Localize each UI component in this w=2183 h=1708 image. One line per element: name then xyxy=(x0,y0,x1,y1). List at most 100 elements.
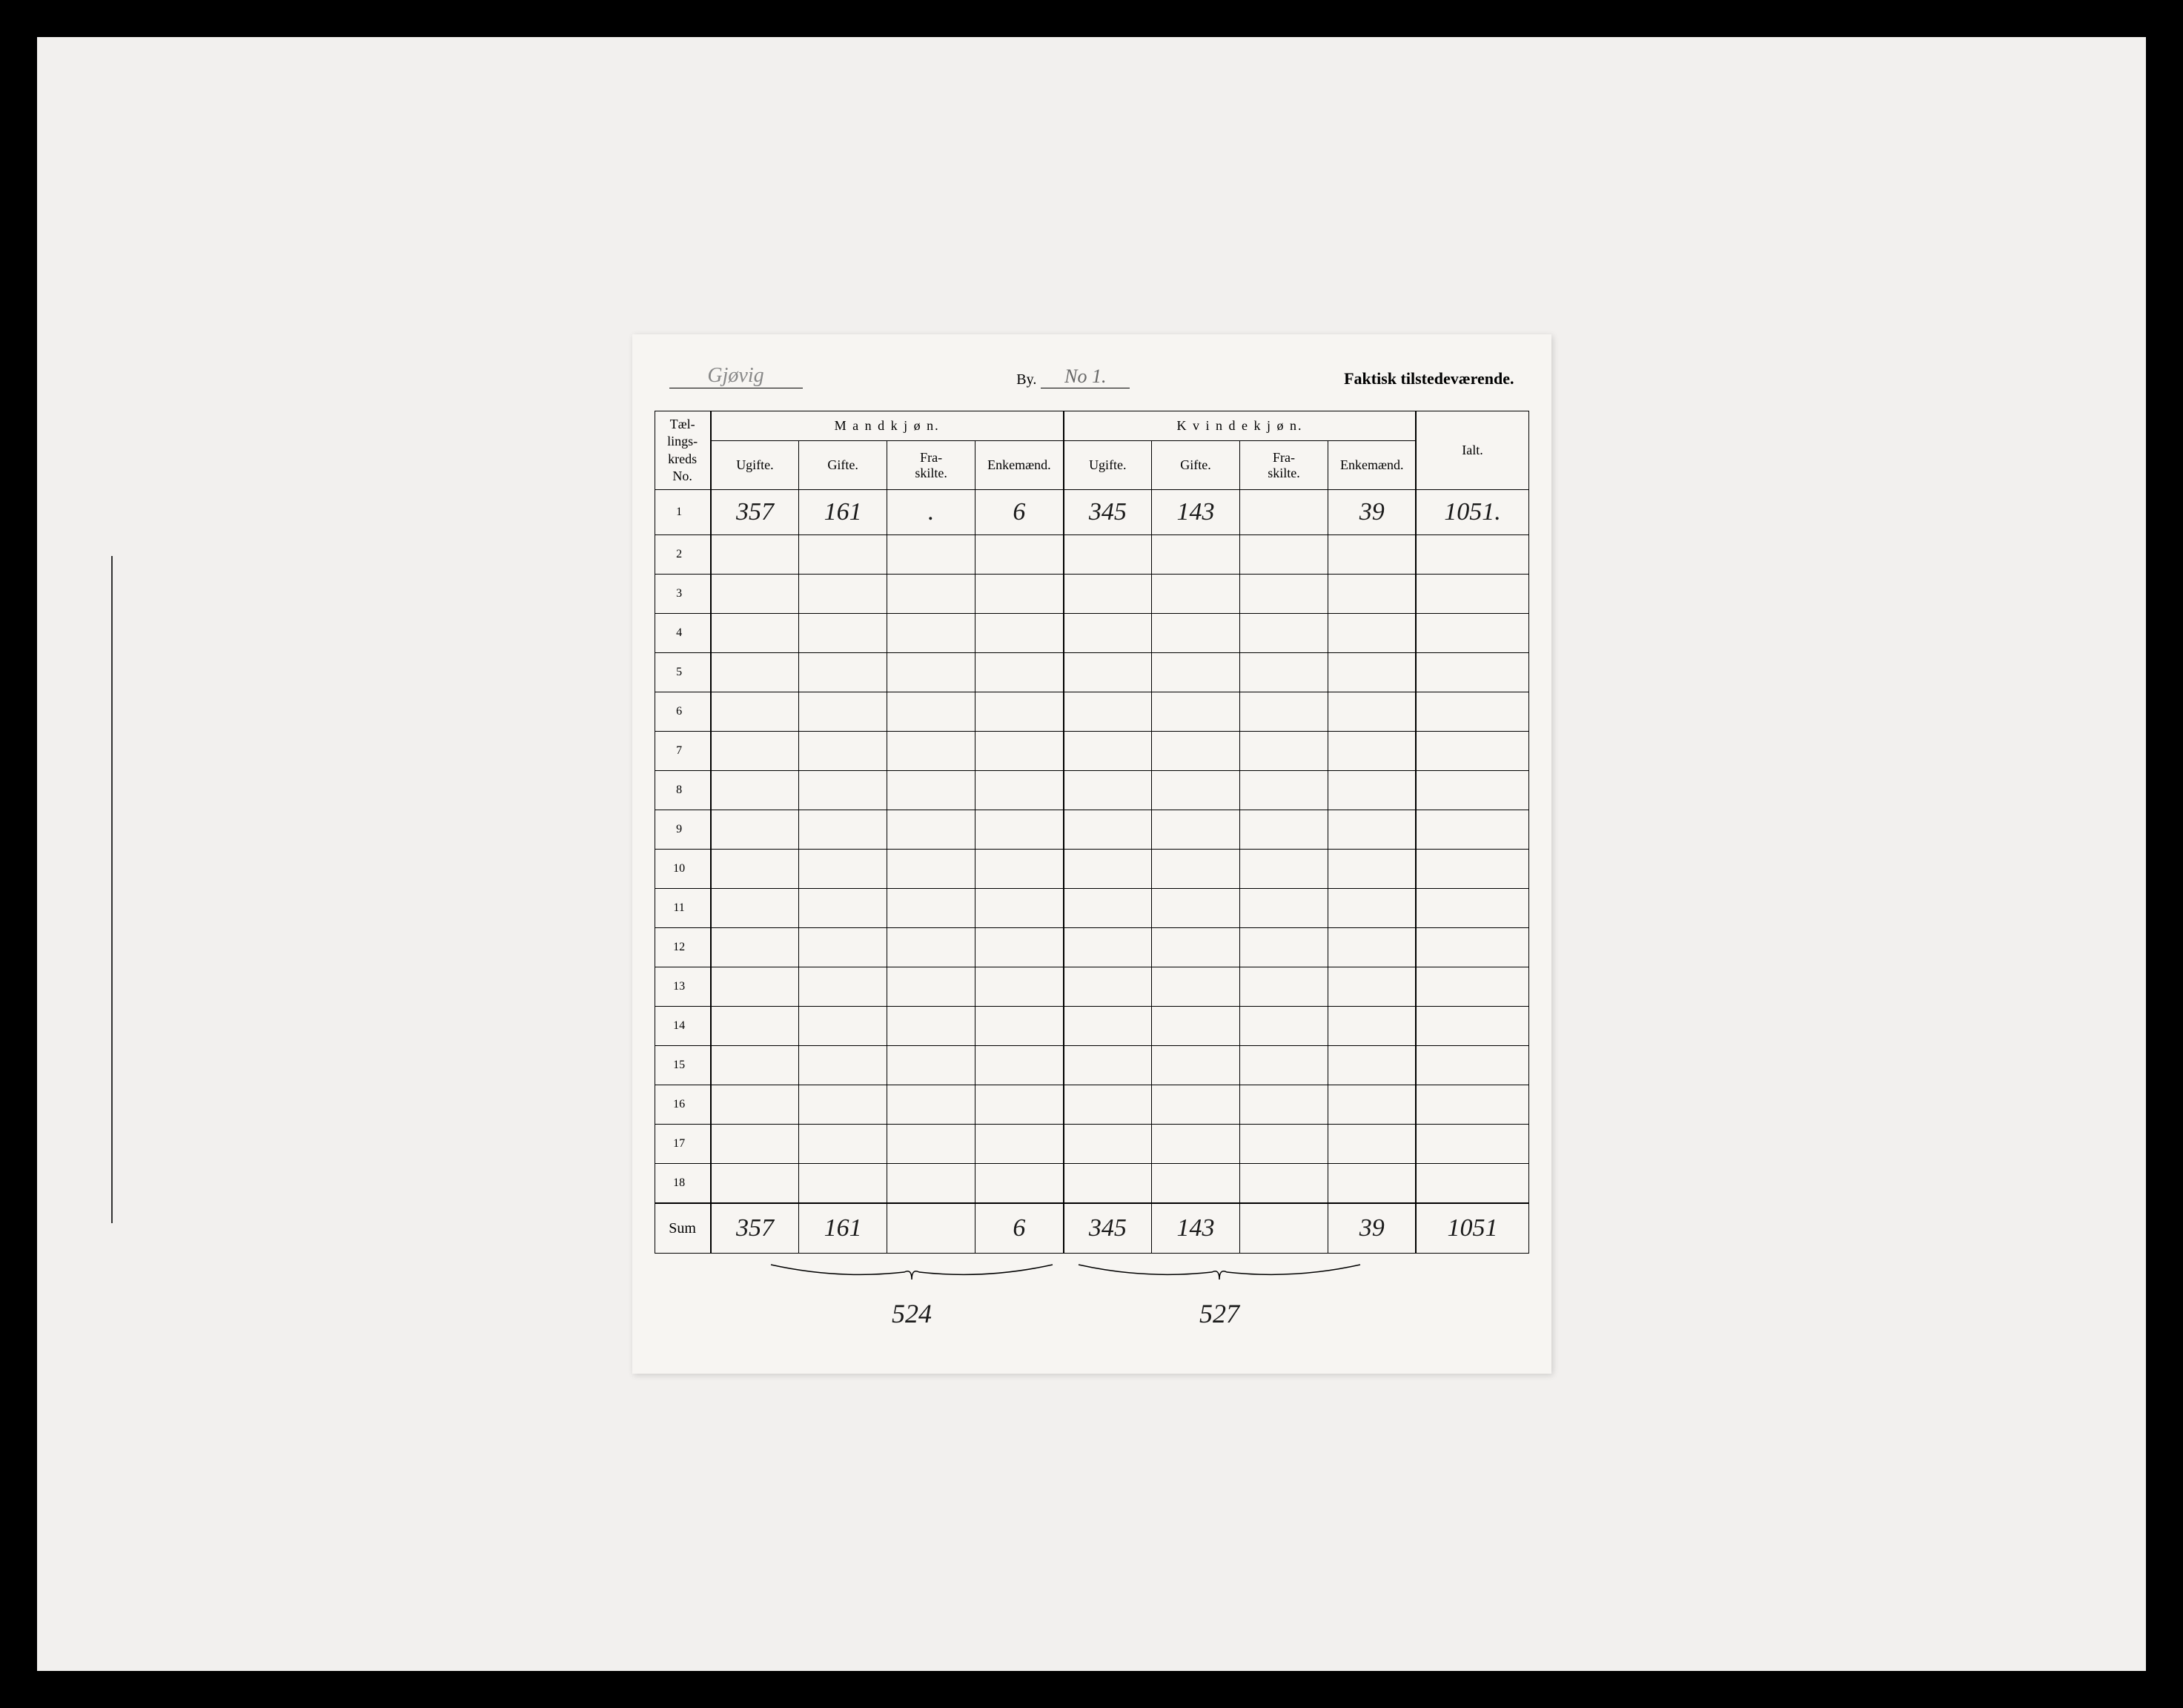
col-m-fraskilte: Fra- skilte. xyxy=(887,441,975,490)
cell-m-enke xyxy=(975,1164,1064,1204)
cell-k-enke xyxy=(1328,1046,1416,1085)
cell-m-gifte xyxy=(799,967,887,1007)
cell-k-gifte xyxy=(1152,967,1240,1007)
cell-k-gifte xyxy=(1152,653,1240,692)
cell-m-fraskilte xyxy=(887,1125,975,1164)
cell-m-enke xyxy=(975,653,1064,692)
cell-k-ugifte xyxy=(1064,1085,1152,1125)
table-row: 1357161.6345143391051. xyxy=(655,490,1528,535)
cell-k-ugifte xyxy=(1064,889,1152,928)
cell-k-enke xyxy=(1328,928,1416,967)
title-right: Faktisk tilstedeværende. xyxy=(1344,369,1514,388)
census-table: Tæl- lings- kreds No. M a n d k j ø n. K… xyxy=(655,411,1529,1254)
cell-m-fraskilte xyxy=(887,810,975,850)
cell-m-gifte xyxy=(799,771,887,810)
cell-m-fraskilte xyxy=(887,889,975,928)
cell-k-gifte xyxy=(1152,1046,1240,1085)
table-row: 17 xyxy=(655,1125,1528,1164)
cell-k-fraskilte xyxy=(1240,967,1328,1007)
cell-k-ugifte xyxy=(1064,575,1152,614)
cell-k-fraskilte xyxy=(1240,889,1328,928)
cell-m-enke xyxy=(975,1007,1064,1046)
cell-m-enke xyxy=(975,1046,1064,1085)
sum-m-ugifte: 357 xyxy=(711,1203,799,1254)
cell-k-ugifte xyxy=(1064,967,1152,1007)
cell-k-fraskilte xyxy=(1240,575,1328,614)
cell-k-ugifte xyxy=(1064,850,1152,889)
cell-m-gifte xyxy=(799,692,887,732)
cell-m-fraskilte xyxy=(887,850,975,889)
cell-ialt xyxy=(1416,1046,1528,1085)
bracket-icon xyxy=(1071,1261,1368,1283)
cell-rowno: 3 xyxy=(655,575,711,614)
col-rowno: Tæl- lings- kreds No. xyxy=(655,411,711,490)
cell-rowno: 11 xyxy=(655,889,711,928)
cell-k-gifte xyxy=(1152,614,1240,653)
cell-k-fraskilte xyxy=(1240,1125,1328,1164)
cell-m-ugifte xyxy=(711,1007,799,1046)
table-row: 8 xyxy=(655,771,1528,810)
cell-k-ugifte: 345 xyxy=(1064,490,1152,535)
sum-ialt: 1051 xyxy=(1416,1203,1528,1254)
cell-k-gifte xyxy=(1152,535,1240,575)
cell-m-fraskilte xyxy=(887,653,975,692)
cell-m-gifte xyxy=(799,575,887,614)
sum-label: Sum xyxy=(655,1203,711,1254)
cell-k-fraskilte xyxy=(1240,490,1328,535)
cell-k-gifte xyxy=(1152,928,1240,967)
sum-k-fraskilte xyxy=(1240,1203,1328,1254)
cell-m-ugifte xyxy=(711,575,799,614)
sum-m-enke: 6 xyxy=(975,1203,1064,1254)
col-m-ugifte: Ugifte. xyxy=(711,441,799,490)
cell-k-ugifte xyxy=(1064,928,1152,967)
cell-rowno: 7 xyxy=(655,732,711,771)
cell-ialt xyxy=(1416,732,1528,771)
sum-k-enke: 39 xyxy=(1328,1203,1416,1254)
cell-m-ugifte xyxy=(711,1046,799,1085)
table-row: 16 xyxy=(655,1085,1528,1125)
cell-m-enke xyxy=(975,535,1064,575)
cell-k-enke xyxy=(1328,850,1416,889)
cell-ialt xyxy=(1416,850,1528,889)
cell-k-enke xyxy=(1328,732,1416,771)
cell-ialt xyxy=(1416,614,1528,653)
cell-m-gifte xyxy=(799,1125,887,1164)
document-header: Gjøvig By. No 1. Faktisk tilstedeværende… xyxy=(655,364,1529,388)
cell-m-fraskilte xyxy=(887,1085,975,1125)
cell-ialt xyxy=(1416,967,1528,1007)
cell-k-enke xyxy=(1328,653,1416,692)
cell-ialt xyxy=(1416,692,1528,732)
cell-m-ugifte xyxy=(711,1164,799,1204)
cell-m-fraskilte xyxy=(887,614,975,653)
cell-m-enke xyxy=(975,771,1064,810)
subtotal-male: 524 xyxy=(758,1261,1066,1329)
subtotal-male-value: 524 xyxy=(758,1298,1066,1329)
table-row: 3 xyxy=(655,575,1528,614)
cell-m-gifte xyxy=(799,1164,887,1204)
cell-k-fraskilte xyxy=(1240,1164,1328,1204)
cell-k-enke xyxy=(1328,692,1416,732)
bracket-icon xyxy=(763,1261,1060,1283)
cell-m-gifte xyxy=(799,850,887,889)
cell-ialt xyxy=(1416,810,1528,850)
cell-m-enke: 6 xyxy=(975,490,1064,535)
cell-m-fraskilte xyxy=(887,928,975,967)
cell-ialt xyxy=(1416,1085,1528,1125)
cell-m-enke xyxy=(975,732,1064,771)
cell-k-enke xyxy=(1328,575,1416,614)
cell-k-gifte xyxy=(1152,1085,1240,1125)
cell-k-gifte xyxy=(1152,810,1240,850)
cell-k-enke xyxy=(1328,535,1416,575)
cell-ialt xyxy=(1416,1125,1528,1164)
cell-m-gifte xyxy=(799,810,887,850)
cell-rowno: 12 xyxy=(655,928,711,967)
cell-k-ugifte xyxy=(1064,692,1152,732)
cell-k-fraskilte xyxy=(1240,810,1328,850)
cell-m-enke xyxy=(975,889,1064,928)
cell-k-fraskilte xyxy=(1240,535,1328,575)
cell-k-gifte xyxy=(1152,850,1240,889)
cell-k-fraskilte xyxy=(1240,614,1328,653)
cell-m-enke xyxy=(975,850,1064,889)
cell-m-enke xyxy=(975,1085,1064,1125)
cell-m-enke xyxy=(975,928,1064,967)
